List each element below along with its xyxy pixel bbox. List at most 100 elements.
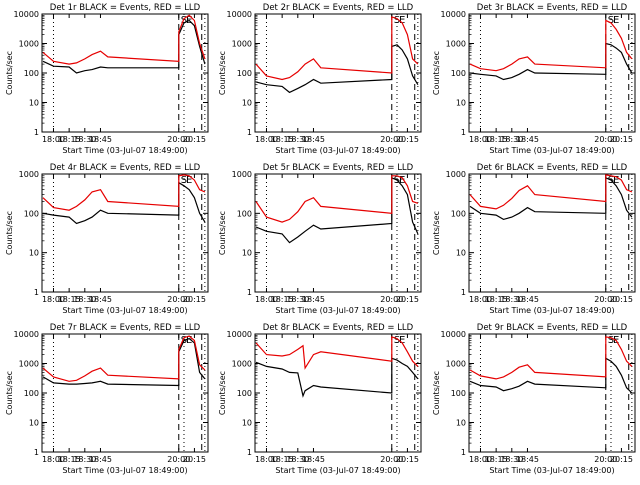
y-tick-label: 1000	[232, 170, 252, 179]
lld-series-line	[469, 174, 633, 210]
y-tick-label: 10	[242, 249, 252, 258]
x-axis-label: Start Time (03-Jul-07 18:49:00)	[275, 466, 400, 475]
y-tick-label: 1	[34, 128, 39, 137]
events-series-line	[42, 19, 206, 74]
events-series-line	[255, 176, 419, 244]
x-tick-label: 18:45	[89, 135, 112, 144]
y-tick-label: 10	[242, 419, 252, 428]
events-series-line	[255, 44, 419, 94]
y-tick-label: 1	[461, 448, 466, 457]
x-tick-label: 18:15	[271, 135, 294, 144]
y-tick-label: 10	[456, 249, 466, 258]
x-tick-label: 18:30	[73, 295, 96, 304]
x-tick-label: 18:15	[485, 455, 508, 464]
x-axis-label: Start Time (03-Jul-07 18:49:00)	[62, 146, 187, 155]
y-tick-label: 1	[34, 288, 39, 297]
detector-panel: Det 7r BLACK = Events, RED = LLD 1 10 100 10…	[5, 323, 209, 475]
plot-frame	[41, 13, 209, 133]
x-tick-label: 18:15	[271, 455, 294, 464]
x-tick-label: 20:00	[167, 455, 190, 464]
y-tick-label: 1	[34, 448, 39, 457]
y-tick-label: 1	[247, 288, 252, 297]
plot-frame	[254, 173, 422, 293]
x-tick-label: 18:45	[516, 295, 539, 304]
x-tick-label: 18:15	[485, 135, 508, 144]
x-tick-label: 20:00	[380, 455, 403, 464]
detector-panel: Det 5r BLACK = Events, RED = LLD 1 10 100 10…	[218, 163, 422, 315]
y-tick-label: 10	[29, 249, 39, 258]
plot-frame	[41, 173, 209, 293]
y-tick-label: 100	[24, 389, 39, 398]
event-marker-label: E	[399, 175, 405, 186]
x-tick-label: 18:00	[469, 295, 492, 304]
x-axis-label: Start Time (03-Jul-07 18:49:00)	[489, 466, 614, 475]
x-tick-label: 18:00	[255, 455, 278, 464]
plot-frame	[468, 333, 636, 453]
x-tick-label: 20:15	[183, 135, 206, 144]
x-tick-label: 18:00	[42, 135, 65, 144]
event-marker-label: S	[394, 335, 400, 346]
detector-panel: Det 6r BLACK = Events, RED = LLD 1 10 100 10…	[432, 163, 636, 315]
lld-series-line	[255, 175, 419, 223]
events-series-line	[255, 357, 419, 398]
y-tick-label: 1000	[19, 170, 39, 179]
x-tick-label: 20:00	[594, 295, 617, 304]
x-tick-label: 20:00	[167, 295, 190, 304]
x-tick-label: 20:15	[183, 455, 206, 464]
detector-panel: Det 4r BLACK = Events, RED = LLD 1 10 100 10…	[5, 163, 209, 315]
event-marker-label: E	[186, 335, 192, 346]
x-axis-label: Start Time (03-Jul-07 18:49:00)	[62, 306, 187, 315]
x-tick-label: 20:00	[594, 135, 617, 144]
y-tick-label: 1000	[19, 360, 39, 369]
x-tick-label: 18:30	[500, 295, 523, 304]
x-axis-label: Start Time (03-Jul-07 18:49:00)	[489, 146, 614, 155]
y-axis-label: Counts/sec	[432, 51, 441, 95]
x-tick-label: 20:15	[610, 295, 633, 304]
y-tick-label: 1000	[446, 170, 466, 179]
x-tick-label: 18:00	[469, 135, 492, 144]
x-tick-label: 18:15	[58, 455, 81, 464]
lld-series-line	[42, 174, 206, 211]
x-axis-label: Start Time (03-Jul-07 18:49:00)	[275, 146, 400, 155]
plot-frame	[468, 173, 636, 293]
y-axis-label: Counts/sec	[5, 371, 14, 415]
x-tick-label: 20:15	[610, 135, 633, 144]
y-tick-label: 1000	[446, 360, 466, 369]
x-tick-label: 20:00	[167, 135, 190, 144]
lld-series-line	[42, 335, 206, 382]
plot-frame	[254, 13, 422, 133]
event-marker-label: E	[399, 335, 405, 346]
x-tick-label: 18:45	[89, 295, 112, 304]
y-tick-label: 1000	[19, 40, 39, 49]
panel-title: Det 3r BLACK = Events, RED = LLD	[477, 3, 628, 13]
y-tick-label: 1	[247, 448, 252, 457]
event-marker-label: E	[613, 15, 619, 26]
y-tick-label: 10000	[227, 330, 252, 339]
panel-title: Det 4r BLACK = Events, RED = LLD	[50, 163, 201, 173]
x-tick-label: 18:45	[516, 135, 539, 144]
y-tick-label: 10	[29, 419, 39, 428]
event-marker-label: S	[394, 15, 400, 26]
y-tick-label: 10	[242, 99, 252, 108]
y-tick-label: 100	[451, 389, 466, 398]
events-series-line	[469, 357, 633, 394]
y-tick-label: 100	[24, 69, 39, 78]
y-axis-label: Counts/sec	[5, 211, 14, 255]
event-marker-label: E	[613, 175, 619, 186]
x-tick-label: 18:15	[58, 295, 81, 304]
y-tick-label: 100	[237, 69, 252, 78]
x-tick-label: 20:00	[380, 135, 403, 144]
y-tick-label: 10000	[14, 10, 39, 19]
x-tick-label: 18:30	[73, 135, 96, 144]
x-tick-label: 20:15	[396, 295, 419, 304]
events-series-line	[42, 337, 206, 387]
x-tick-label: 20:00	[380, 295, 403, 304]
panel-title: Det 5r BLACK = Events, RED = LLD	[263, 163, 414, 173]
x-tick-label: 20:15	[396, 135, 419, 144]
x-axis-label: Start Time (03-Jul-07 18:49:00)	[275, 306, 400, 315]
y-tick-label: 1	[461, 288, 466, 297]
panel-title: Det 8r BLACK = Events, RED = LLD	[263, 323, 414, 333]
y-tick-label: 1	[461, 128, 466, 137]
plot-frame	[41, 333, 209, 453]
